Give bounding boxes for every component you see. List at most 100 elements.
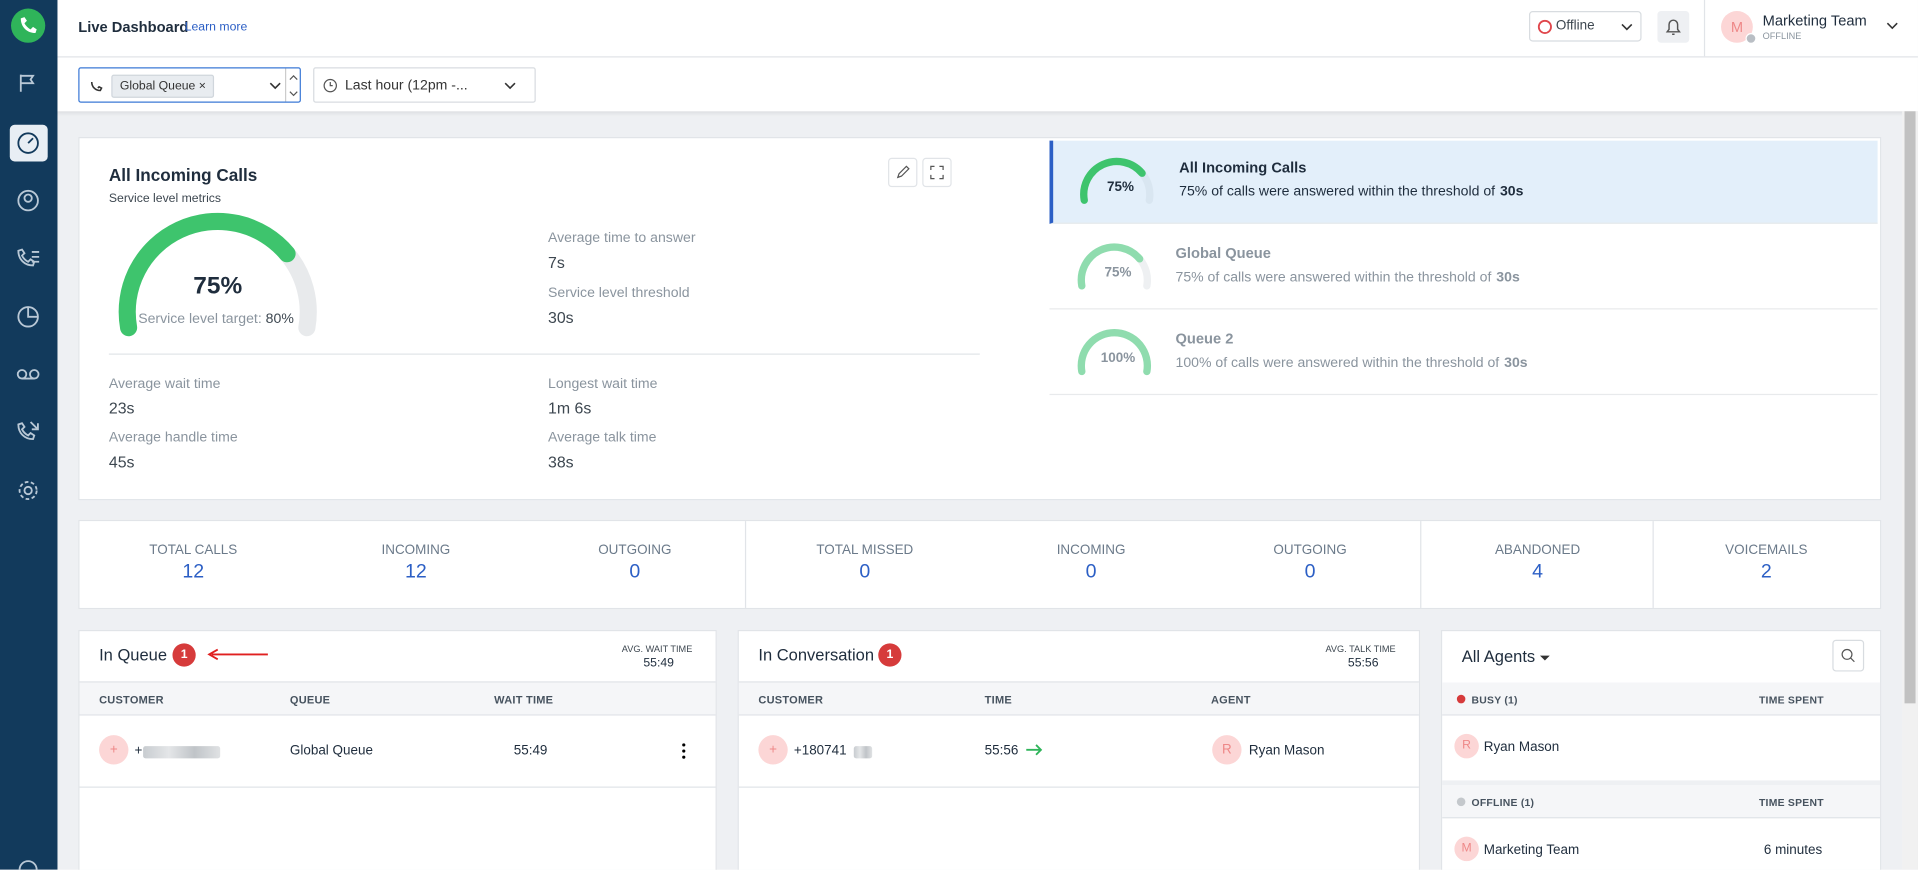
customer-avatar: +: [99, 735, 129, 765]
target-value: 80%: [265, 311, 294, 327]
metric-label: Average handle time: [108, 430, 238, 446]
queue: Global Queue: [289, 743, 373, 759]
stat: INCOMING 0: [993, 543, 1189, 583]
agent-avatar: R: [1212, 735, 1242, 765]
agent-avatar: R: [1454, 733, 1479, 759]
metric-value: 45s: [108, 452, 135, 471]
search-button[interactable]: [1832, 639, 1865, 672]
time-select[interactable]: Last hour (12pm -...: [313, 67, 536, 103]
stat-value: 0: [859, 561, 871, 583]
stat-label: TOTAL CALLS: [149, 543, 238, 558]
stat-label: ABANDONED: [1494, 543, 1581, 558]
panel-subtitle: Service level metrics: [108, 192, 222, 206]
gauge-arc: [118, 212, 296, 337]
notifications[interactable]: [1657, 11, 1690, 43]
user-status: OFFLINE: [1762, 30, 1802, 42]
column-header: TIME: [984, 693, 1012, 706]
group-column: TIME SPENT: [1758, 796, 1824, 809]
stat-label: TOTAL MISSED: [816, 543, 914, 558]
stat-label: OUTGOING: [1273, 543, 1347, 558]
queue-gauge: [1077, 243, 1151, 290]
wait-time: 55:49: [513, 743, 548, 759]
group-gap: [1442, 780, 1881, 786]
stat-value: 12: [404, 561, 427, 583]
group-status: BUSY (1): [1471, 693, 1518, 706]
avg-talk-value: 55:56: [1347, 656, 1379, 671]
tag-remove[interactable]: ×: [198, 79, 206, 93]
column-header: WAIT TIME: [494, 693, 554, 706]
stat-value: 4: [1532, 561, 1544, 583]
agent-name: Ryan Mason: [1483, 740, 1560, 755]
nav-calls[interactable]: [17, 248, 40, 267]
metric-label: Average time to answer: [547, 231, 696, 246]
queue-gauge-label: 100%: [1100, 351, 1136, 366]
stat: TOTAL MISSED 0: [767, 543, 963, 583]
target-label: Service level target:: [138, 311, 262, 327]
queue-select[interactable]: Global Queue ×: [78, 67, 301, 103]
queue-row[interactable]: 75% Global Queue 75% of calls were answere…: [1049, 226, 1878, 310]
queue-gauge-label: 75%: [1104, 265, 1132, 281]
customer-avatar: +: [758, 735, 788, 765]
metric-label: Average wait time: [108, 376, 221, 392]
gauge-arc: [1080, 157, 1146, 204]
row-menu[interactable]: [679, 741, 689, 761]
metric-label: Longest wait time: [547, 376, 658, 392]
nav-dialer[interactable]: [17, 421, 39, 441]
user-name[interactable]: Marketing Team: [1762, 12, 1867, 30]
stat-value: 2: [1760, 561, 1772, 583]
group-header: [1442, 785, 1881, 819]
stat: OUTGOING 0: [537, 543, 733, 583]
stat-label: INCOMING: [1056, 543, 1126, 558]
expand-button[interactable]: [922, 157, 952, 188]
stat-value: 0: [629, 561, 641, 583]
service-gauge: [118, 212, 317, 337]
page-title: Live Dashboard: [78, 18, 189, 36]
customer: +180741: [793, 743, 847, 759]
stat: OUTGOING 0: [1212, 543, 1408, 583]
column-header: QUEUE: [289, 693, 331, 706]
metric-value: 38s: [547, 452, 574, 471]
status-dot: [1456, 797, 1466, 807]
conversation-panel: [737, 629, 1421, 870]
customer: +: [134, 743, 143, 759]
stats-panel: [78, 519, 1882, 610]
agent-time: 6 minutes: [1763, 842, 1823, 858]
conversation-title: In Conversation: [758, 645, 875, 665]
metric-value: 7s: [547, 253, 565, 272]
learn-more[interactable]: Learn more: [184, 20, 248, 35]
conversation-count: 1: [878, 643, 902, 667]
metric-value: 1m 6s: [547, 398, 592, 418]
sidebar: [0, 0, 58, 870]
group-header: [1442, 682, 1881, 716]
gauge-arc: [1077, 329, 1152, 376]
stat: ABANDONED 4: [1440, 543, 1636, 583]
metric-label: Service level threshold: [547, 286, 690, 301]
metric-value: 30s: [547, 308, 574, 327]
queue-count: 1: [172, 643, 196, 667]
nav-settings[interactable]: [23, 485, 33, 496]
nav-flag[interactable]: [19, 74, 35, 92]
description-text: 75% of calls were answered within the th…: [1179, 184, 1496, 200]
queue-row[interactable]: 100% Queue 2 100% of calls were answered w…: [1049, 311, 1878, 396]
queue-row[interactable]: 75% All Incoming Calls 75% of calls were a…: [1049, 140, 1878, 224]
threshold: 30s: [1499, 184, 1524, 200]
queue-description: 75% of calls were answered within the th…: [1175, 270, 1519, 285]
queue-title: In Queue: [99, 645, 168, 665]
edit-button[interactable]: [888, 157, 918, 188]
time-range: Last hour (12pm -...: [344, 78, 468, 93]
stat-value: 0: [1085, 561, 1097, 583]
status-label: Offline: [1555, 18, 1595, 34]
status-dot: [1456, 694, 1466, 704]
nav-contacts[interactable]: [17, 189, 39, 212]
agent-avatar: M: [1454, 836, 1479, 862]
queue-gauge: [1080, 157, 1154, 204]
status-select[interactable]: Offline: [1529, 11, 1642, 42]
metric-label: Average talk time: [547, 430, 657, 446]
logo[interactable]: [11, 8, 46, 43]
queue-name: Global Queue: [1175, 244, 1271, 262]
stat-label: INCOMING: [381, 543, 451, 558]
queue-description: 75% of calls were answered within the th…: [1179, 185, 1523, 200]
agents-title[interactable]: All Agents: [1462, 647, 1550, 665]
avg-talk-label: AVG. TALK TIME: [1325, 643, 1396, 655]
